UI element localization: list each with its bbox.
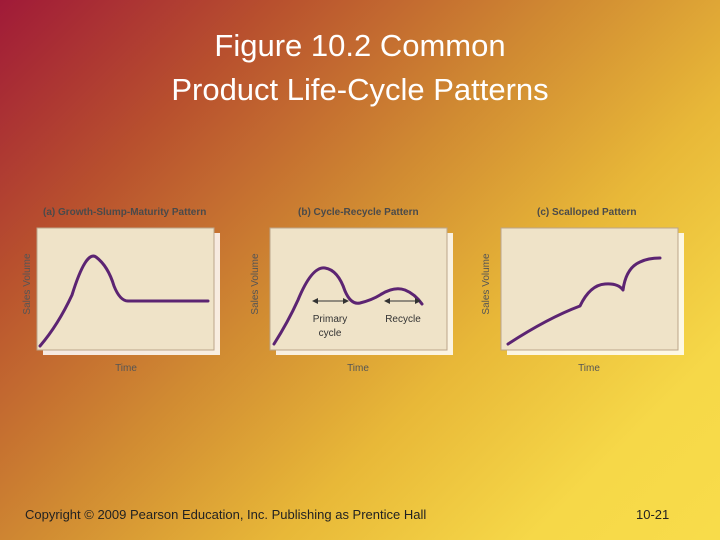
panel-b: (b) Cycle-Recycle Pattern Primary cycle … (250, 207, 453, 374)
primary-cycle-label-line-1: Primary (313, 314, 347, 325)
panel-c-x-axis-label: Time (578, 363, 600, 374)
panel-c-curve (506, 256, 662, 346)
panel-b-plot-area (269, 227, 448, 351)
slide-number: 10-21 (636, 507, 670, 522)
title-line-2: Product Life-Cycle Patterns (171, 72, 549, 107)
primary-cycle-label-line-2: cycle (319, 328, 342, 339)
panel-b-title: (b) Cycle-Recycle Pattern (298, 207, 419, 218)
panel-a-curve (38, 254, 210, 348)
panel-a: (a) Growth-Slump-Maturity Pattern Sales … (22, 207, 220, 374)
panel-a-y-axis-label: Sales Volume (22, 253, 33, 315)
panel-a-plot-area (36, 227, 215, 351)
panel-b-x-axis-label: Time (347, 363, 369, 374)
panel-b-curve (272, 266, 424, 346)
copyright-notice: Copyright © 2009 Pearson Education, Inc.… (25, 507, 427, 522)
panel-a-x-axis-label: Time (115, 363, 137, 374)
panel-c: (c) Scalloped Pattern Sales Volume Time (481, 207, 684, 374)
recycle-label: Recycle (385, 314, 421, 325)
panel-c-y-axis-label: Sales Volume (481, 253, 492, 315)
panel-b-y-axis-label: Sales Volume (250, 253, 261, 315)
title-line-1: Figure 10.2 Common (214, 28, 506, 63)
panel-c-title: (c) Scalloped Pattern (537, 207, 636, 218)
slide-title: Figure 10.2 Common Product Life-Cycle Pa… (0, 24, 720, 112)
panel-a-title: (a) Growth-Slump-Maturity Pattern (43, 207, 206, 218)
